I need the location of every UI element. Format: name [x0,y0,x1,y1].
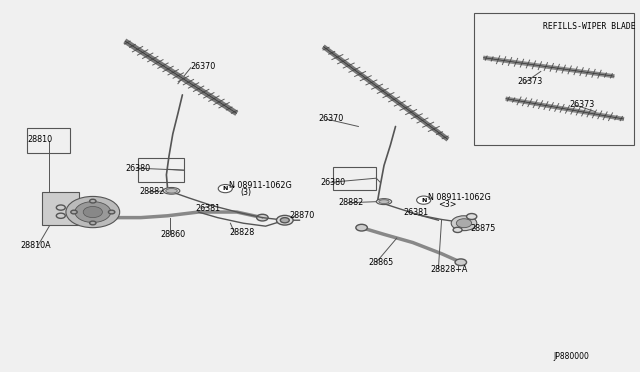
Text: 28870: 28870 [289,211,314,220]
Circle shape [280,218,289,223]
Ellipse shape [163,187,180,194]
Text: 28828+A: 28828+A [430,265,467,274]
Text: 26381: 26381 [403,208,428,217]
Text: 28882: 28882 [140,187,164,196]
Circle shape [66,196,120,228]
Text: (3): (3) [240,188,251,197]
Circle shape [451,216,477,231]
Text: 26373: 26373 [517,77,542,86]
Bar [333,167,376,190]
Text: REFILLS-WIPER BLADE: REFILLS-WIPER BLADE [543,22,636,31]
Circle shape [417,196,431,204]
Text: 26370: 26370 [191,62,216,71]
Circle shape [108,210,115,214]
Circle shape [79,212,92,219]
Ellipse shape [166,189,177,193]
Circle shape [56,213,65,218]
Text: N: N [421,198,426,203]
Circle shape [56,205,65,210]
Text: 26380: 26380 [125,164,150,173]
Circle shape [453,227,462,232]
Text: 28875: 28875 [470,224,496,233]
Circle shape [83,206,102,218]
Text: 28882: 28882 [338,198,363,207]
Text: 26381: 26381 [195,204,220,213]
Ellipse shape [376,199,392,205]
Circle shape [455,259,467,266]
Bar [474,13,634,145]
Text: 28810A: 28810A [20,241,51,250]
Circle shape [276,215,293,225]
Text: 28865: 28865 [368,258,393,267]
Circle shape [90,221,96,225]
Text: N 08911-1062G: N 08911-1062G [229,182,292,190]
Circle shape [456,219,472,228]
Bar [138,158,184,182]
Bar [27,128,70,153]
Text: N: N [223,186,228,191]
Ellipse shape [379,200,389,203]
Text: 28860: 28860 [160,230,185,239]
Text: 28828: 28828 [229,228,254,237]
Text: N 08911-1062G: N 08911-1062G [428,193,490,202]
Text: 26380: 26380 [320,178,345,187]
Text: <3>: <3> [438,200,457,209]
Circle shape [257,214,268,221]
Bar [42,192,79,225]
Text: 28810: 28810 [27,135,52,144]
Circle shape [75,202,111,222]
Circle shape [90,199,96,203]
Circle shape [356,224,367,231]
Circle shape [71,210,77,214]
Circle shape [218,185,232,193]
Text: 26370: 26370 [319,114,344,123]
Text: JP880000: JP880000 [554,352,589,361]
Circle shape [467,214,477,219]
Text: 26373: 26373 [570,100,595,109]
